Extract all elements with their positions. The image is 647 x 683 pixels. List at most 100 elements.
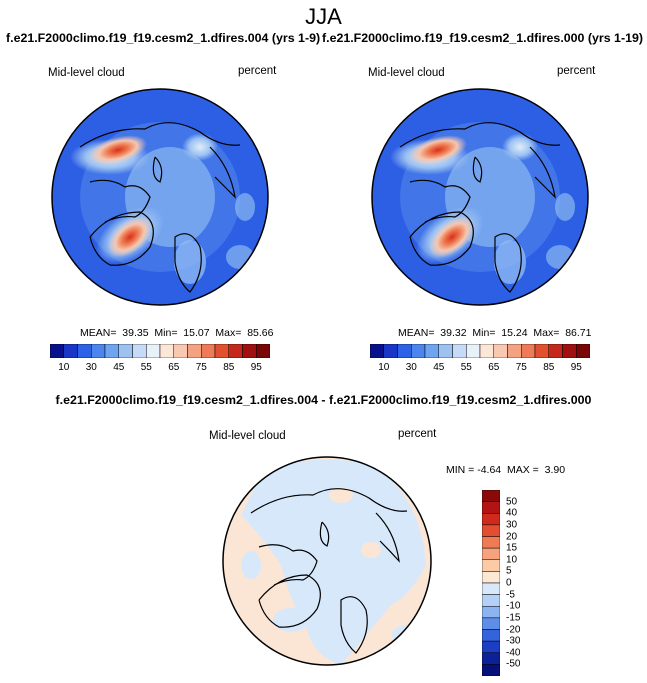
colorbar-swatch xyxy=(479,344,494,358)
colorbar-swatch xyxy=(187,344,202,358)
colorbar-tick-label: 45 xyxy=(433,362,445,373)
right-units-label: percent xyxy=(557,65,596,77)
colorbar-swatch xyxy=(482,536,500,549)
colorbar-swatch xyxy=(50,344,64,358)
left-variable-label: Mid-level cloud xyxy=(48,67,125,79)
colorbar-swatch xyxy=(521,344,536,358)
difference-polar-map xyxy=(222,456,432,666)
colorbar-tick-label: 15 xyxy=(506,542,518,554)
colorbar-swatch xyxy=(482,606,500,619)
colorbar-swatch xyxy=(482,559,500,572)
colorbar-swatch xyxy=(482,501,500,514)
diff-units-label: percent xyxy=(398,428,437,440)
colorbar-swatch xyxy=(173,344,188,358)
colorbar-tick-label: 65 xyxy=(168,362,180,373)
figure-title: JJA xyxy=(305,4,342,29)
colorbar-swatch xyxy=(562,344,577,358)
colorbar-tick-label: 85 xyxy=(543,362,555,373)
colorbar-tick-label: 10 xyxy=(58,362,70,373)
left-case-title: f.e21.F2000climo.f19_f19.cesm2_1.dfires.… xyxy=(6,31,321,45)
colorbar-tick-label: 95 xyxy=(250,362,262,373)
colorbar-swatch xyxy=(242,344,257,358)
colorbar-swatch xyxy=(63,344,78,358)
difference-title: f.e21.F2000climo.f19_f19.cesm2_1.dfires.… xyxy=(55,393,592,407)
left-stats: MEAN= 39.35 Min= 15.07 Max= 85.66 xyxy=(80,327,274,339)
colorbar-swatch xyxy=(548,344,563,358)
colorbar-swatch xyxy=(370,344,384,358)
colorbar-tick-label: 55 xyxy=(460,362,472,373)
colorbar-tick-label: 75 xyxy=(195,362,207,373)
colorbar-swatch xyxy=(482,582,500,595)
colorbar-tick-label: 30 xyxy=(405,362,417,373)
right-polar-map xyxy=(371,88,589,306)
colorbar-tick-label: 40 xyxy=(506,507,518,519)
colorbar-swatch xyxy=(534,344,549,358)
colorbar-swatch xyxy=(159,344,174,358)
right-case-title: f.e21.F2000climo.f19_f19.cesm2_1.dfires.… xyxy=(322,31,643,45)
colorbar-swatch xyxy=(482,664,500,676)
left-colorbar-labels: 10 30 45 55 65 75 85 95 xyxy=(50,362,270,376)
colorbar-swatch xyxy=(118,344,133,358)
right-stats: MEAN= 39.32 Min= 15.24 Max= 86.71 xyxy=(398,327,592,339)
right-colorbar-labels: 10 30 45 55 65 75 85 95 xyxy=(370,362,590,376)
colorbar-swatch xyxy=(482,490,500,502)
colorbar-swatch xyxy=(482,547,500,561)
diff-variable-label: Mid-level cloud xyxy=(209,430,286,442)
colorbar-swatch xyxy=(482,652,500,665)
colorbar-tick-label: -30 xyxy=(506,635,521,647)
colorbar-swatch xyxy=(228,344,243,358)
colorbar-swatch xyxy=(201,344,216,358)
colorbar-swatch xyxy=(482,524,500,537)
colorbar-tick-label: 75 xyxy=(515,362,527,373)
right-colorbar xyxy=(370,344,590,358)
colorbar-swatch xyxy=(482,571,500,584)
colorbar-tick-label: -10 xyxy=(506,600,521,612)
colorbar-swatch xyxy=(411,344,426,358)
colorbar-tick-label: 50 xyxy=(506,496,518,508)
right-variable-label: Mid-level cloud xyxy=(368,67,445,79)
colorbar-swatch xyxy=(214,344,229,358)
colorbar-tick-label: 45 xyxy=(113,362,125,373)
colorbar-swatch xyxy=(482,617,500,630)
colorbar-swatch xyxy=(493,344,508,358)
left-colorbar xyxy=(50,344,270,358)
left-units-label: percent xyxy=(238,65,277,77)
colorbar-swatch xyxy=(482,640,500,654)
colorbar-swatch xyxy=(146,344,161,358)
colorbar-swatch xyxy=(91,344,106,358)
colorbar-tick-label: 85 xyxy=(223,362,235,373)
colorbar-tick-label: 30 xyxy=(85,362,97,373)
colorbar-tick-label: 5 xyxy=(506,565,512,577)
diff-stats: MIN = -4.64 MAX = 3.90 xyxy=(446,464,566,476)
colorbar-tick-label: 65 xyxy=(488,362,500,373)
colorbar-swatch xyxy=(424,344,439,358)
colorbar-tick-label: 10 xyxy=(506,554,518,566)
difference-colorbar xyxy=(482,490,500,676)
colorbar-swatch xyxy=(466,344,481,358)
colorbar-swatch xyxy=(576,344,590,358)
colorbar-tick-label: 10 xyxy=(378,362,390,373)
colorbar-swatch xyxy=(482,513,500,526)
colorbar-tick-label: 30 xyxy=(506,519,518,531)
colorbar-tick-label: -20 xyxy=(506,624,521,635)
colorbar-swatch xyxy=(507,344,522,358)
colorbar-tick-label: -50 xyxy=(506,658,521,670)
left-polar-map xyxy=(51,88,269,306)
colorbar-tick-label: 20 xyxy=(506,531,518,542)
colorbar-swatch xyxy=(438,344,453,358)
colorbar-tick-label: -40 xyxy=(506,647,521,659)
colorbar-swatch xyxy=(104,344,119,358)
colorbar-swatch xyxy=(482,594,500,607)
colorbar-tick-label: 95 xyxy=(570,362,582,373)
colorbar-swatch xyxy=(256,344,270,358)
colorbar-tick-label: 55 xyxy=(140,362,152,373)
colorbar-swatch xyxy=(452,344,467,358)
colorbar-swatch xyxy=(397,344,412,358)
colorbar-swatch xyxy=(383,344,398,358)
colorbar-tick-label: -5 xyxy=(506,589,515,601)
colorbar-tick-label: 0 xyxy=(506,577,512,589)
colorbar-swatch xyxy=(132,344,147,358)
colorbar-swatch xyxy=(77,344,92,358)
colorbar-tick-label: -15 xyxy=(506,612,521,624)
difference-colorbar-labels: 50 40 30 20 15 10 5 0 -5 -10 -15 -20 -30 -40 -50 xyxy=(506,490,536,676)
